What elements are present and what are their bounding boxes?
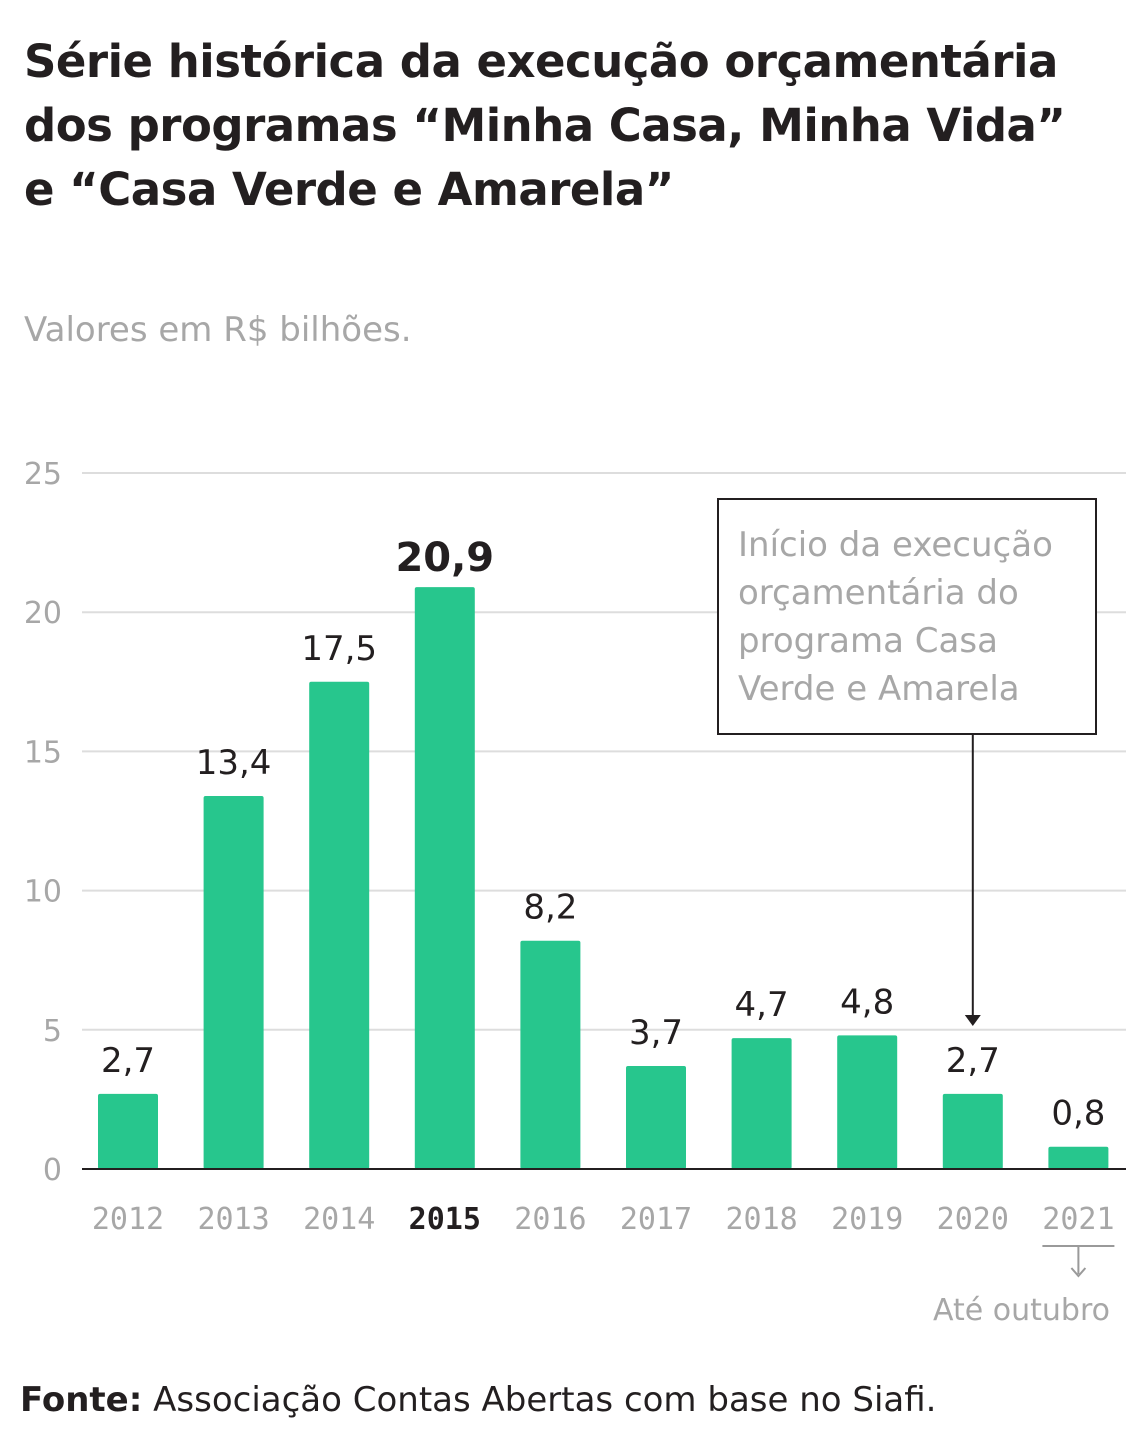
annotation-note: Até outubro <box>933 1293 1110 1328</box>
y-tick-label: 10 <box>24 875 62 910</box>
x-tick-label: 2014 <box>303 1202 375 1237</box>
chart-subtitle: Valores em R$ bilhões. <box>24 310 412 350</box>
data-label: 0,8 <box>1051 1094 1105 1134</box>
data-label: 20,9 <box>395 535 494 581</box>
x-tick-label: 2019 <box>831 1202 903 1237</box>
x-tick-label: 2021 <box>1042 1202 1114 1237</box>
x-axis-ticks: 2012 2013 2014 2015 2016 2017 2018 2019 2020 2021 <box>92 1202 1115 1237</box>
data-label: 13,4 <box>196 743 272 783</box>
data-label: 8,2 <box>523 888 577 928</box>
y-tick-label: 20 <box>24 596 62 631</box>
y-tick-label: 0 <box>43 1153 62 1188</box>
bar <box>309 681 370 1169</box>
annotation-line: orçamentária do <box>738 573 1019 613</box>
annotation-box <box>717 498 1097 735</box>
bar <box>731 1038 792 1169</box>
x-tick-label: 2013 <box>197 1202 269 1237</box>
value-labels: 2,7 13,4 17,5 20,9 8,2 3,7 4,7 4,8 2,7 0,8 <box>101 535 1105 1134</box>
bar <box>1048 1146 1109 1169</box>
data-label: 2,7 <box>946 1041 1000 1081</box>
bar <box>98 1093 158 1169</box>
bars <box>98 587 1109 1169</box>
data-label: 3,7 <box>629 1013 683 1053</box>
bar <box>626 1065 686 1169</box>
annotation-arrowhead <box>964 1015 981 1026</box>
source-text: Associação Contas Abertas com base no Si… <box>142 1380 937 1420</box>
bar <box>520 940 581 1169</box>
bar <box>203 795 264 1169</box>
annotation-arrowhead <box>1070 1267 1087 1278</box>
bar <box>414 587 475 1169</box>
x-tick-label: 2016 <box>514 1202 586 1237</box>
annotation-line: Início da execução <box>738 525 1053 565</box>
annotations: Início da execução orçamentária do program… <box>717 498 1115 1328</box>
data-label: 4,7 <box>735 985 789 1025</box>
source-note: Fonte: Associação Contas Abertas com bas… <box>20 1380 936 1420</box>
data-label: 2,7 <box>101 1041 155 1081</box>
data-label: 4,8 <box>840 982 894 1022</box>
y-tick-label: 5 <box>43 1014 62 1049</box>
annotation-line: Verde e Amarela <box>738 669 1020 709</box>
chart-title: Série histórica da execução orçamentária… <box>24 35 1066 216</box>
x-tick-label: 2012 <box>92 1202 164 1237</box>
y-axis-ticks: 0 5 10 15 20 25 <box>24 457 62 1188</box>
y-tick-label: 15 <box>24 735 62 770</box>
bar <box>837 1035 898 1169</box>
x-tick-label: 2017 <box>620 1202 692 1237</box>
x-tick-label: 2018 <box>725 1202 797 1237</box>
bar <box>942 1093 1003 1169</box>
data-label: 17,5 <box>301 629 377 669</box>
x-tick-label: 2015 <box>409 1202 481 1237</box>
y-tick-label: 25 <box>24 457 62 492</box>
x-tick-label: 2020 <box>937 1202 1009 1237</box>
source-label: Fonte: <box>20 1380 143 1420</box>
annotation-line: programa Casa <box>738 621 998 661</box>
